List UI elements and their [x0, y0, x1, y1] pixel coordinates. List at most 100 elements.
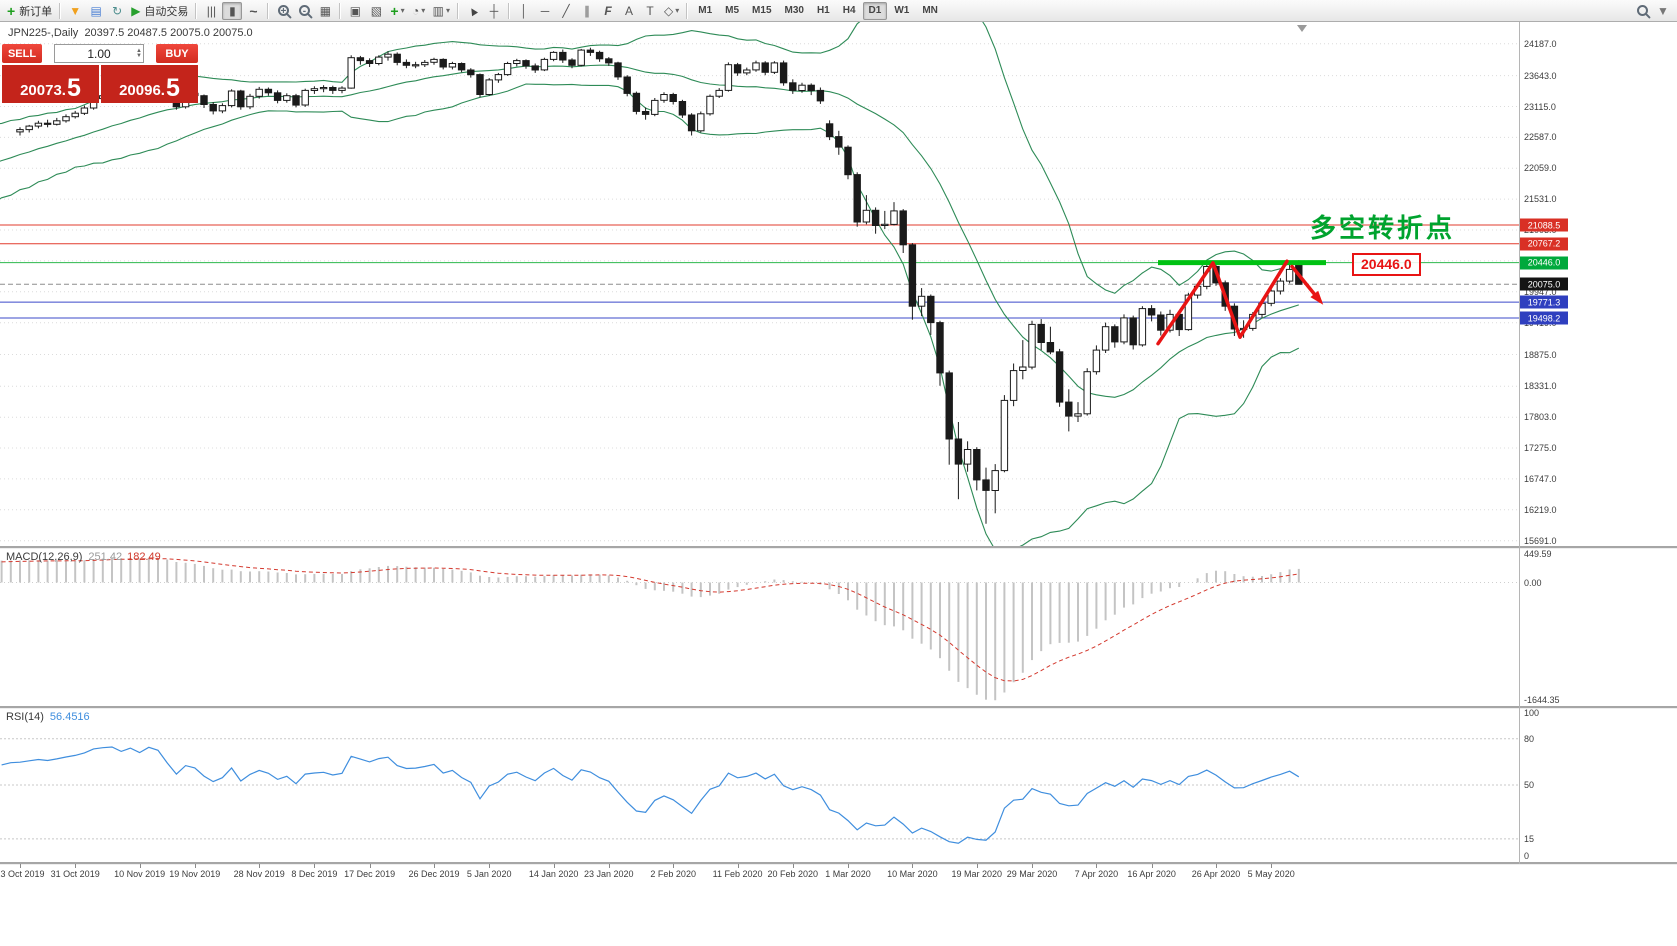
- date-tick: [553, 864, 555, 868]
- volume-input[interactable]: 1.00 ▲ ▼: [54, 44, 144, 63]
- date-axis-label: 11 Feb 2020: [712, 869, 763, 879]
- sell-price[interactable]: 20073. 5: [2, 65, 99, 103]
- price-axis-label: 22059.0: [1524, 163, 1557, 174]
- annotation-label[interactable]: 多空转折点: [1310, 213, 1456, 243]
- arrange-windows-icon[interactable]: ▣: [345, 2, 365, 20]
- date-axis-label: 26 Apr 2020: [1191, 869, 1241, 879]
- date-tick: [489, 864, 491, 868]
- rsi-axis-label: 15: [1524, 833, 1535, 844]
- timeframe-mn[interactable]: MN: [922, 5, 938, 16]
- templates-button[interactable]: ▥ ▾: [430, 2, 453, 20]
- spinner-up-icon[interactable]: ▲: [136, 47, 142, 54]
- volume-value: 1.00: [87, 46, 111, 61]
- sell-button[interactable]: SELL: [2, 44, 42, 63]
- main-chart[interactable]: JPN225-,Daily 20397.5 20487.5 20075.0 20…: [0, 22, 1519, 546]
- candle: [669, 92, 677, 105]
- zoom-out-icon: -: [298, 5, 310, 17]
- indicators-button[interactable]: + ▾: [387, 2, 407, 20]
- crosshair-icon[interactable]: ┼: [484, 2, 504, 20]
- candle: [641, 107, 650, 120]
- price-level-badge: 19498.2: [1520, 311, 1568, 325]
- candlestick-chart-icon[interactable]: ▮: [222, 1, 243, 20]
- down-arrow-annotation[interactable]: [1290, 264, 1324, 305]
- candle: [853, 172, 861, 227]
- candle: [25, 124, 33, 133]
- candle: [411, 61, 420, 69]
- ohlc-values: 20397.5 20487.5 20075.0 20075.0: [84, 27, 253, 39]
- timeframe-h1[interactable]: H1: [816, 5, 830, 16]
- buy-button[interactable]: BUY: [156, 44, 198, 63]
- date-tick: [1032, 864, 1033, 868]
- metaeditor-icon[interactable]: ▼: [65, 2, 85, 20]
- timeframe-m5[interactable]: M5: [725, 5, 740, 16]
- candle: [927, 294, 935, 335]
- buy-price[interactable]: 20096. 5: [101, 65, 198, 103]
- volume-spinner[interactable]: ▲ ▼: [136, 45, 142, 62]
- profiles-icon[interactable]: ▤: [86, 2, 106, 20]
- text-icon[interactable]: A: [619, 2, 639, 20]
- line-chart-icon[interactable]: ~: [243, 2, 263, 20]
- panel-separator[interactable]: [0, 706, 1677, 709]
- bar-chart-icon[interactable]: |||: [201, 2, 221, 20]
- candle: [1276, 278, 1285, 295]
- zigzag-annotation[interactable]: [1156, 259, 1289, 346]
- candle: [1285, 264, 1294, 284]
- new-order-icon: +: [7, 2, 16, 19]
- date-axis-label: 7 Apr 2020: [1074, 869, 1119, 879]
- refresh-icon[interactable]: ↻: [107, 2, 127, 20]
- panel-separator[interactable]: [0, 862, 1677, 865]
- timeframe-h4[interactable]: H4: [842, 5, 856, 16]
- timeframe-w1[interactable]: W1: [894, 5, 910, 16]
- shapes-button[interactable]: ◇ ▾: [661, 2, 682, 20]
- price-tag-label[interactable]: 20446.0: [1352, 253, 1421, 276]
- date-axis-label: 20 Feb 2020: [767, 869, 819, 879]
- price-axis-label: 15691.0: [1524, 535, 1557, 546]
- candle: [917, 288, 926, 317]
- panel-separator[interactable]: [0, 546, 1677, 549]
- candle: [310, 86, 319, 94]
- zoom-out-icon[interactable]: -: [294, 2, 314, 20]
- candle: [1074, 402, 1082, 422]
- macd-axis-label: -1644.35: [1524, 695, 1560, 705]
- autotrading-button-label: 自动交易: [144, 5, 189, 18]
- horizontal-line-icon[interactable]: ─: [535, 2, 555, 20]
- candle: [752, 60, 760, 72]
- timeframe-m1[interactable]: M1: [698, 5, 713, 16]
- trendline-icon[interactable]: ╱: [556, 2, 576, 20]
- fibonacci-icon[interactable]: F: [598, 2, 618, 20]
- autotrading-button[interactable]: ▶ 自动交易: [128, 2, 191, 20]
- macd-value-1: 251.42: [88, 551, 123, 563]
- tile-windows-icon[interactable]: ▦: [315, 2, 335, 20]
- candle: [1028, 320, 1036, 370]
- cursor-icon[interactable]: ▲: [463, 1, 483, 19]
- timeframe-m15[interactable]: M15: [752, 5, 772, 16]
- price-level-badge: 19771.3: [1520, 295, 1568, 309]
- quick-menu-icon[interactable]: ▼: [1653, 2, 1673, 20]
- buy-price-big: 5: [165, 74, 180, 102]
- bar-chart-icon: |||: [206, 3, 217, 18]
- search-icon[interactable]: [1632, 2, 1652, 20]
- candle: [467, 68, 475, 78]
- chart-shift-marker[interactable]: [1297, 25, 1307, 32]
- periods-button[interactable]: ◔ ▾: [409, 2, 429, 20]
- candle: [227, 89, 236, 108]
- timeframe-d1[interactable]: D1: [862, 1, 888, 20]
- candle: [301, 88, 309, 107]
- rsi-axis-label: 0: [1524, 851, 1530, 861]
- timeframe-m30[interactable]: M30: [784, 5, 804, 16]
- spinner-down-icon[interactable]: ▼: [136, 52, 142, 59]
- candle: [687, 113, 696, 136]
- candle: [724, 62, 733, 92]
- chart-title: JPN225-,Daily 20397.5 20487.5 20075.0 20…: [8, 27, 253, 39]
- zoom-in-icon[interactable]: +: [273, 2, 293, 20]
- candle: [586, 47, 595, 56]
- price-level-badge: 20446.0: [1520, 256, 1568, 270]
- new-order-button[interactable]: + 新订单: [4, 2, 55, 20]
- label-icon[interactable]: T: [640, 2, 660, 20]
- channel-icon[interactable]: ∥: [577, 2, 597, 20]
- one-click-trading-panel: SELL 1.00 ▲ ▼ BUY 20073. 5 20096. 5: [2, 44, 198, 103]
- vertical-line-icon[interactable]: │: [514, 2, 534, 20]
- current-price-badge: 20075.0: [1520, 277, 1568, 291]
- cascade-windows-icon[interactable]: ▧: [366, 2, 386, 20]
- candle: [494, 72, 503, 83]
